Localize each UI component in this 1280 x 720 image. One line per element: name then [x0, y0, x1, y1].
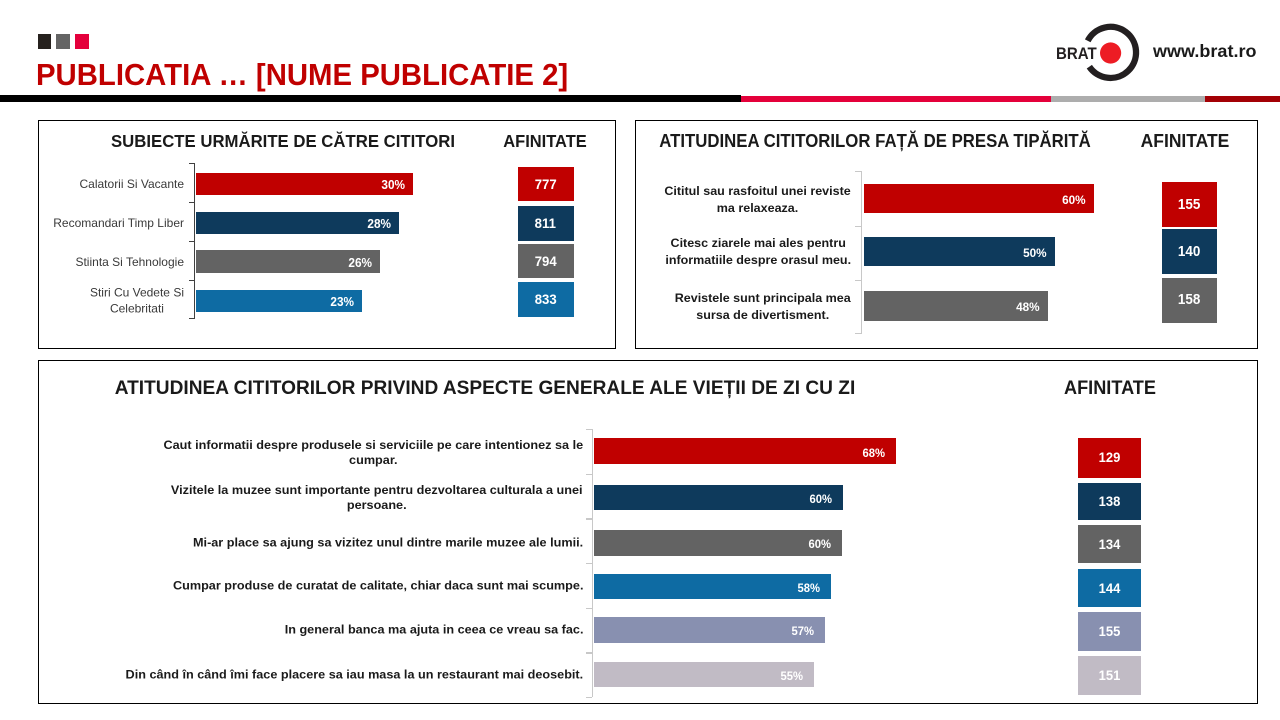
svg-text:www.brat.ro: www.brat.ro — [1152, 41, 1257, 61]
svg-text:BRAT: BRAT — [1056, 44, 1097, 63]
